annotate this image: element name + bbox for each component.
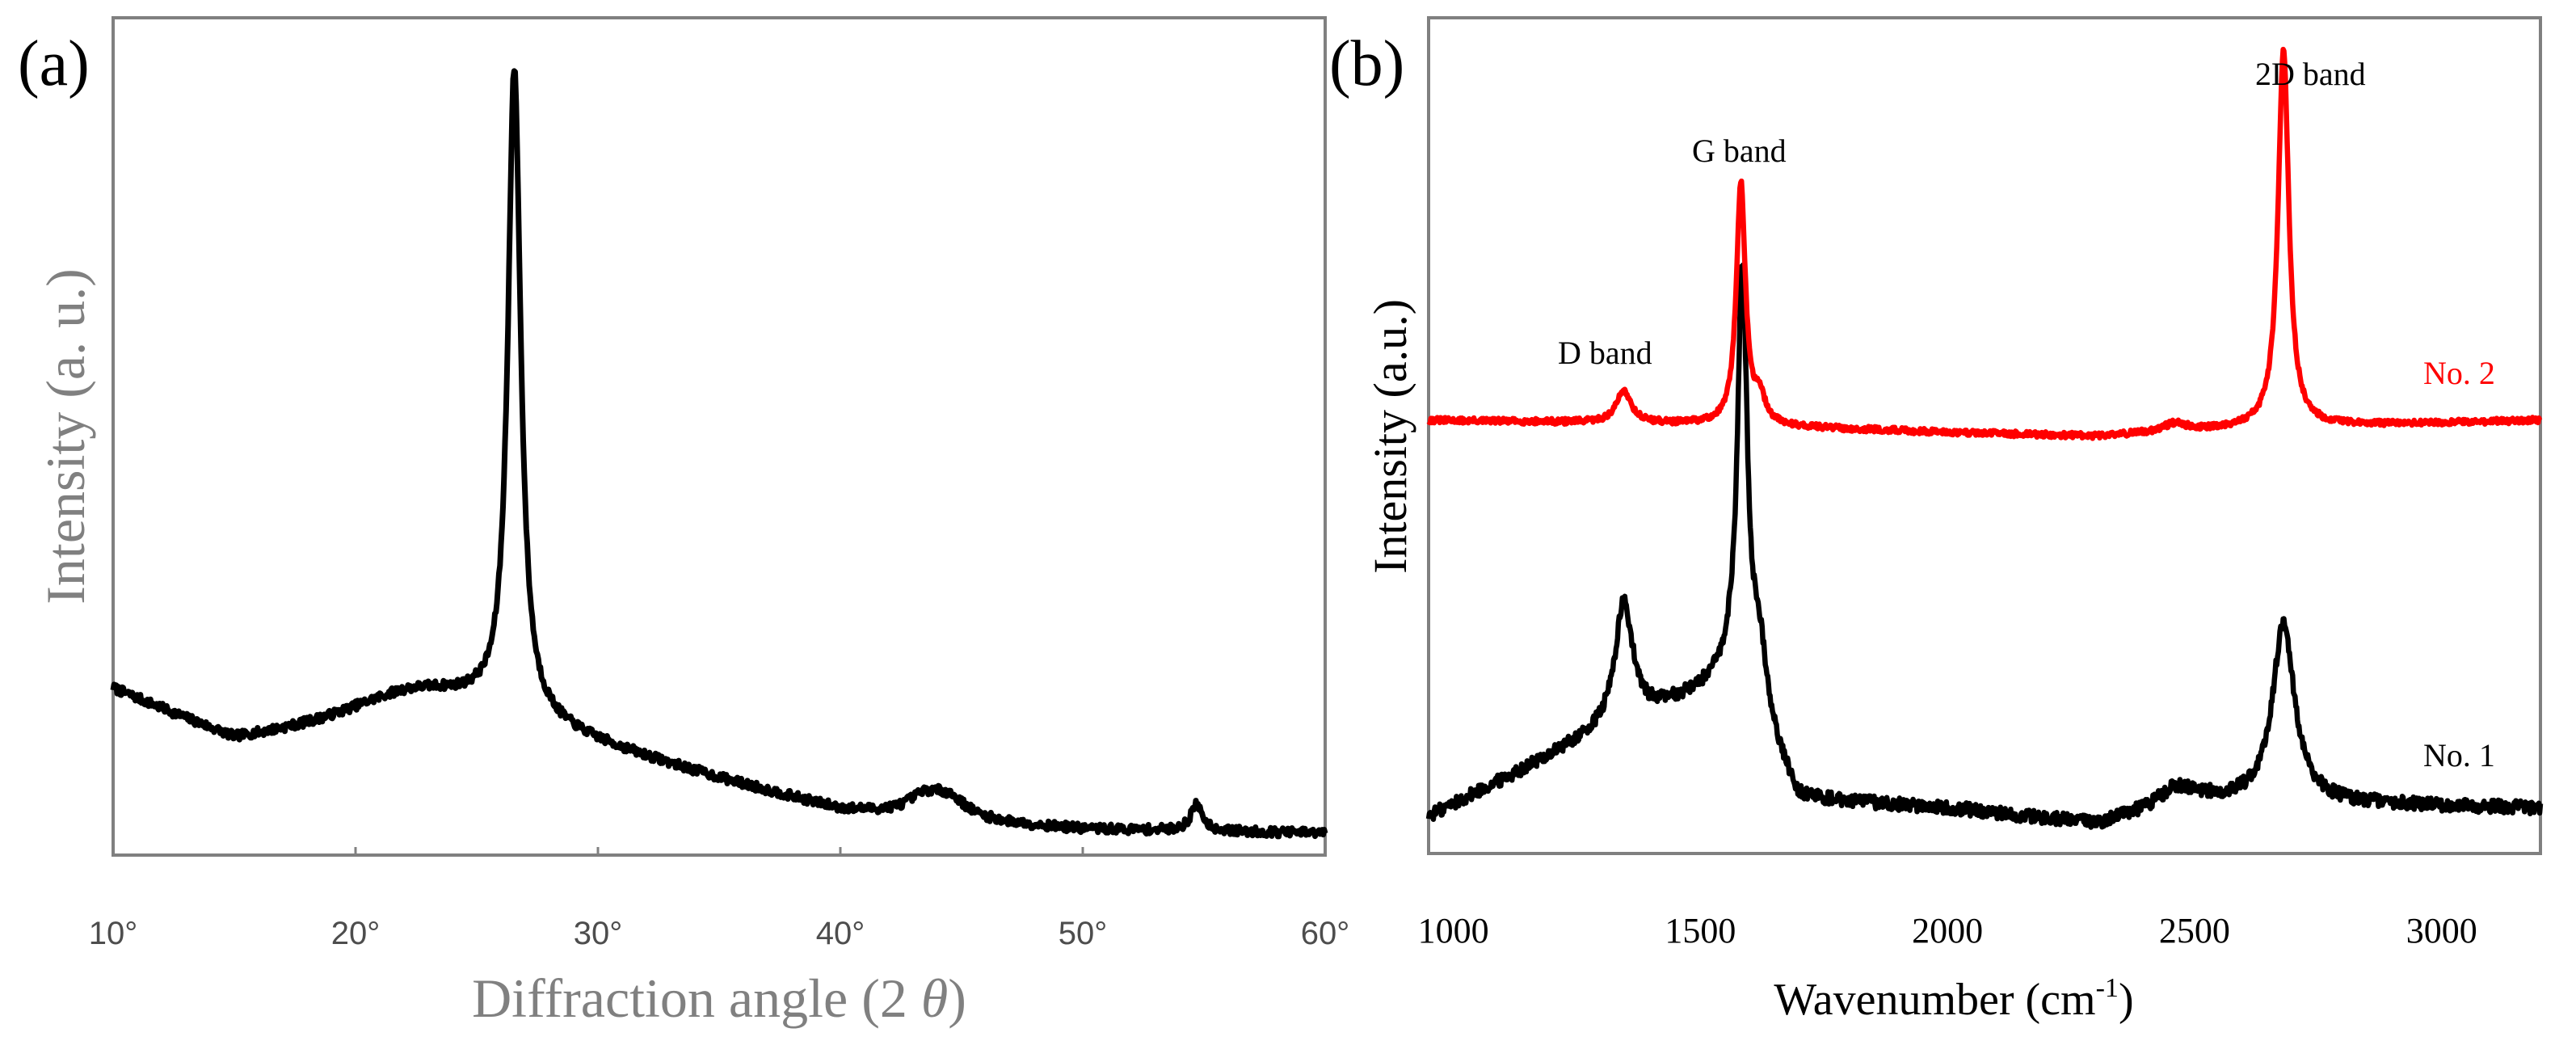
panel-b-tick-label: 3000	[2406, 911, 2477, 950]
panel-b-label: (b)	[1329, 28, 1404, 99]
panel-a-x-axis-title-symbol: θ	[921, 967, 948, 1029]
panel-b-series-line-no1	[1425, 262, 2544, 830]
panel-b-x-axis-title: Wavenumber (cm-1)	[1774, 973, 2133, 1025]
panel-b-x-axis-title-text: Wavenumber (cm	[1774, 975, 2095, 1025]
panel-b-y-axis-title: Intensity (a.u.)	[1364, 299, 1416, 574]
panel-a-x-axis-title-close: )	[948, 967, 966, 1029]
panel-a-frame	[112, 16, 1327, 857]
panel-a-x-ticks	[112, 847, 1327, 855]
panel-a-tick-label: 50°	[1059, 916, 1108, 951]
panel-b-tick-label: 2500	[2159, 911, 2230, 950]
panel-a-xrd-line	[110, 68, 1328, 840]
panel-a-x-axis-title-text: Diffraction angle (2	[472, 967, 921, 1029]
panel-b-tick-label: 1500	[1665, 911, 1736, 950]
panel-b-annotation-d-band: D band	[1558, 335, 1652, 371]
panel-b-x-axis-title-sup: -1	[2096, 973, 2119, 1003]
panel-a: (a) 10° 20° 30° 40° 50° 60° Diffraction …	[18, 16, 1350, 1029]
panel-a-tick-label: 20°	[331, 916, 381, 951]
panel-a-tick-label: 60°	[1301, 916, 1350, 951]
panel-b-x-axis-title-close: )	[2119, 975, 2134, 1025]
panel-a-x-axis-title: Diffraction angle (2 θ)	[472, 967, 966, 1029]
panel-a-tick-label: 30°	[574, 916, 623, 951]
panel-a-y-axis-title: Intensity (a. u.)	[35, 268, 96, 604]
panel-b-series-line-no2	[1426, 46, 2543, 441]
panel-a-label: (a)	[18, 28, 90, 99]
panel-b-frame	[1427, 16, 2542, 855]
panel-b-legend-no1: No. 1	[2423, 737, 2495, 773]
panel-b-tick-label: 1000	[1418, 911, 1489, 950]
panel-a-tick-label: 10°	[89, 916, 138, 951]
panel-b-annotation-g-band: G band	[1692, 133, 1787, 169]
panel-b-tick-label: 2000	[1912, 911, 1983, 950]
panel-a-tick-label: 40°	[816, 916, 865, 951]
panel-b-legend-no2: No. 2	[2423, 355, 2495, 391]
panel-b-annotation-2d-band: 2D band	[2255, 56, 2366, 92]
panel-b: (b) D band G band 2D band No. 2 No. 1 10…	[1329, 16, 2544, 1025]
